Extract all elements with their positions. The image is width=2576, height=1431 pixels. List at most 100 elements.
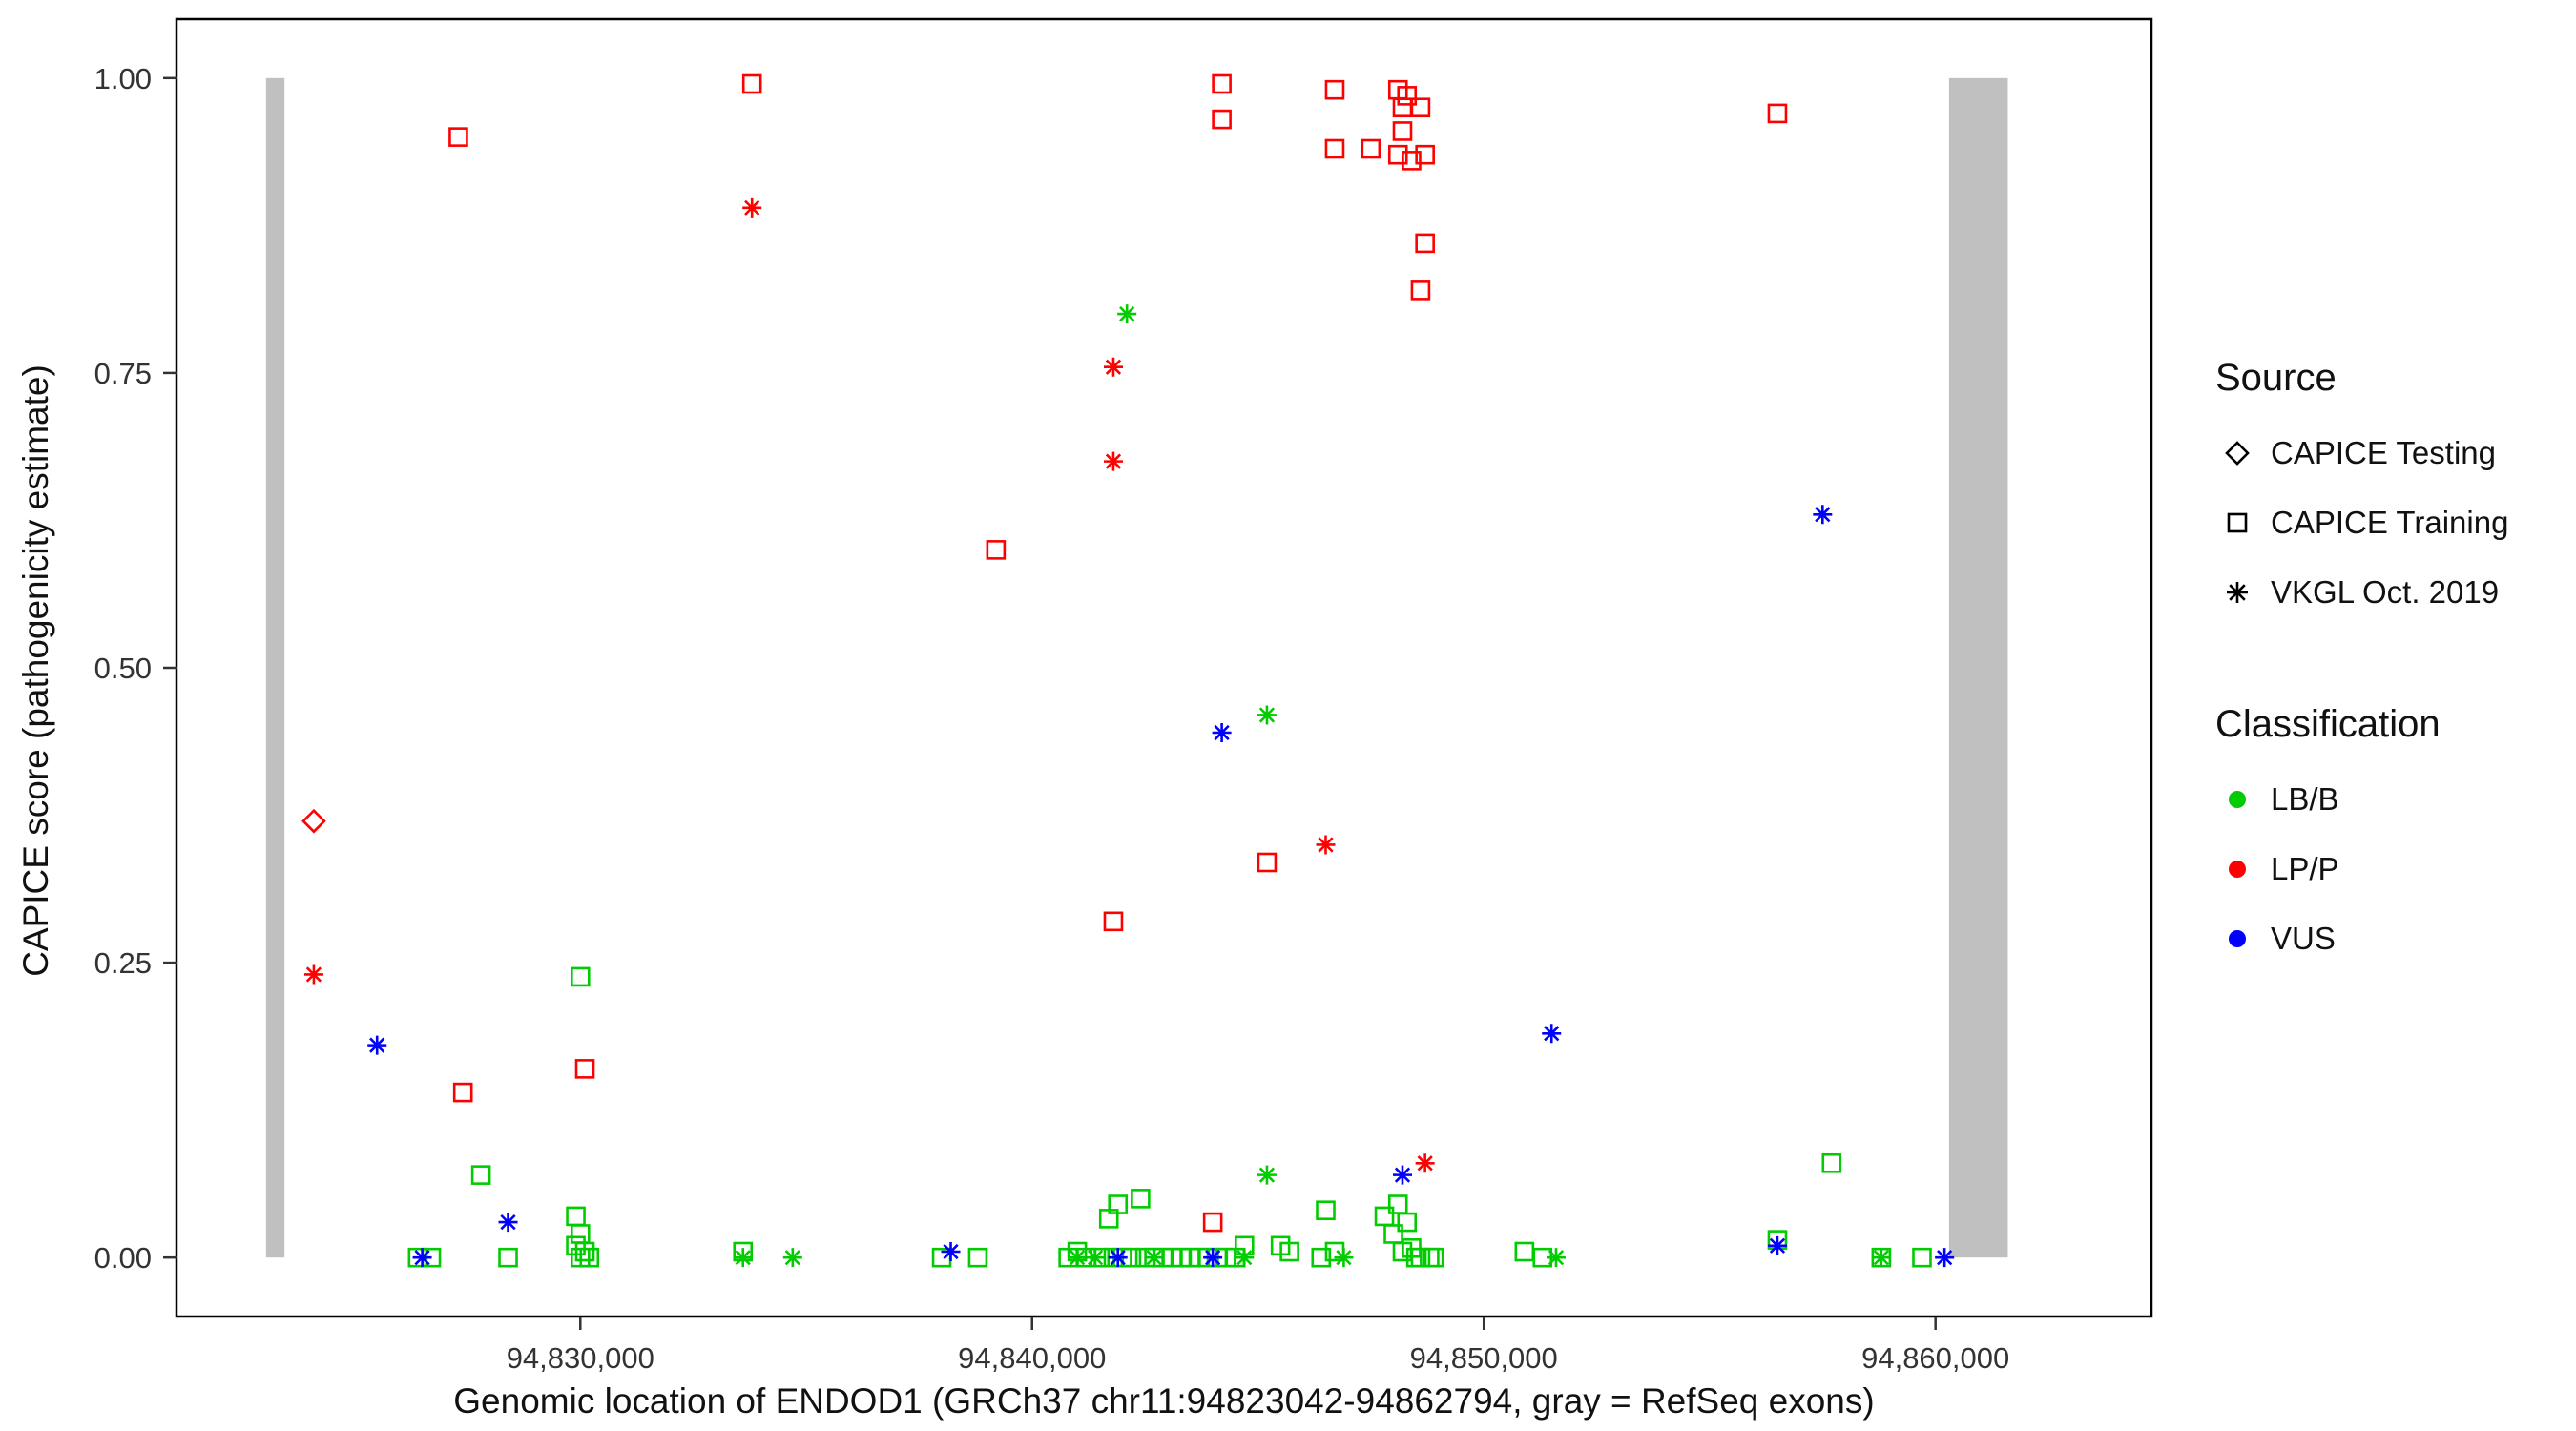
data-point xyxy=(1423,1247,1444,1268)
legend-item-lbb: LB/B xyxy=(2215,764,2508,834)
refseq-exon-bar xyxy=(265,77,285,1258)
data-point xyxy=(1144,1248,1164,1268)
data-point xyxy=(1361,138,1381,159)
data-point xyxy=(1068,1248,1088,1268)
data-point xyxy=(1935,1248,1955,1268)
data-point xyxy=(986,540,1007,560)
y-axis-title: CAPICE score (pathogenicity estimate) xyxy=(16,364,55,977)
legend-item-label: LP/P xyxy=(2271,850,2339,886)
data-point xyxy=(367,1035,387,1055)
data-point xyxy=(570,1224,591,1244)
data-point xyxy=(733,1248,753,1268)
y-tick-label: 0.50 xyxy=(94,652,152,685)
legend-item-label: CAPICE Training xyxy=(2271,504,2509,540)
data-point xyxy=(1316,835,1336,855)
data-point xyxy=(303,964,323,985)
blue-dot-icon xyxy=(2229,929,2246,947)
data-point xyxy=(1257,1165,1277,1185)
refseq-exon-bar xyxy=(1948,77,2008,1258)
data-point xyxy=(1316,1200,1336,1221)
data-point xyxy=(1415,1153,1435,1173)
legend-item-label: CAPICE Testing xyxy=(2271,434,2496,470)
legend-item-label: VUS xyxy=(2271,920,2336,956)
x-tick-label: 94,830,000 xyxy=(507,1341,654,1375)
y-tick-label: 0.00 xyxy=(94,1241,152,1275)
data-point xyxy=(1821,1152,1842,1173)
data-point xyxy=(1103,357,1123,377)
data-point xyxy=(1202,1212,1223,1233)
x-tick-label: 94,860,000 xyxy=(1861,1341,2009,1375)
data-point xyxy=(579,1247,600,1268)
data-point xyxy=(1103,911,1124,932)
data-point xyxy=(1117,304,1137,324)
legend: Source CAPICE Testing CAPICE Training xyxy=(2215,355,2508,973)
data-point xyxy=(1397,1212,1418,1233)
data-point xyxy=(1108,1194,1129,1214)
data-point xyxy=(1334,1248,1354,1268)
data-point xyxy=(741,73,762,94)
data-point xyxy=(1542,1024,1562,1044)
data-point xyxy=(1415,144,1435,165)
green-dot-icon xyxy=(2229,790,2246,808)
data-point xyxy=(1813,505,1833,525)
data-point xyxy=(1767,103,1788,124)
data-point xyxy=(1392,97,1413,118)
data-point xyxy=(470,1165,491,1185)
x-tick-label: 94,850,000 xyxy=(1410,1341,1558,1375)
legend-item-capice-training: CAPICE Training xyxy=(2215,487,2508,557)
data-point xyxy=(782,1248,802,1268)
data-point xyxy=(574,1241,595,1262)
square-icon xyxy=(2227,512,2248,532)
data-point xyxy=(1086,1248,1106,1268)
data-point xyxy=(1514,1241,1535,1262)
data-point xyxy=(1871,1248,1891,1268)
data-point xyxy=(1257,705,1277,725)
data-point xyxy=(1212,109,1232,130)
red-dot-icon xyxy=(2229,860,2246,878)
data-point xyxy=(1410,280,1431,301)
data-point xyxy=(574,1059,595,1079)
data-point xyxy=(498,1247,518,1268)
data-point xyxy=(1546,1248,1566,1268)
legend-item-label: LB/B xyxy=(2271,780,2339,817)
data-point xyxy=(1415,233,1435,254)
data-point xyxy=(1203,1248,1223,1268)
data-point xyxy=(1131,1189,1151,1209)
y-tick-label: 0.75 xyxy=(94,357,152,390)
data-point xyxy=(570,966,591,987)
data-point xyxy=(1324,138,1345,159)
data-point xyxy=(452,1082,473,1103)
legend-group-source: Source CAPICE Testing CAPICE Training xyxy=(2215,355,2508,627)
legend-item-lpp: LP/P xyxy=(2215,834,2508,903)
data-point xyxy=(1912,1247,1932,1268)
legend-item-vus: VUS xyxy=(2215,903,2508,973)
data-point xyxy=(1311,1247,1332,1268)
x-axis-title: Genomic location of ENDOD1 (GRCh37 chr11… xyxy=(453,1381,1875,1421)
data-point xyxy=(412,1248,432,1268)
data-point xyxy=(1103,451,1123,471)
diamond-icon xyxy=(2225,440,2250,466)
legend-item-vkgl: VKGL Oct. 2019 xyxy=(2215,557,2508,627)
data-point xyxy=(448,127,468,147)
legend-source-title: Source xyxy=(2215,357,2337,399)
asterisk-icon xyxy=(2227,581,2248,603)
data-point xyxy=(1392,121,1413,141)
data-point xyxy=(498,1213,518,1233)
data-point xyxy=(1235,1248,1255,1268)
data-point xyxy=(1397,86,1418,106)
y-tick-label: 1.00 xyxy=(94,62,152,95)
data-point xyxy=(1212,73,1232,94)
legend-classification-title: Classification xyxy=(2215,703,2441,745)
data-point xyxy=(1402,151,1422,171)
data-point xyxy=(1108,1248,1128,1268)
data-point xyxy=(1212,723,1232,742)
data-point xyxy=(742,197,762,218)
legend-item-label: VKGL Oct. 2019 xyxy=(2271,573,2500,610)
data-point xyxy=(1324,79,1345,100)
panel-border xyxy=(175,17,2153,1318)
data-point xyxy=(941,1242,961,1261)
x-tick-label: 94,840,000 xyxy=(958,1341,1106,1375)
data-point xyxy=(967,1247,988,1268)
data-point xyxy=(301,808,326,834)
